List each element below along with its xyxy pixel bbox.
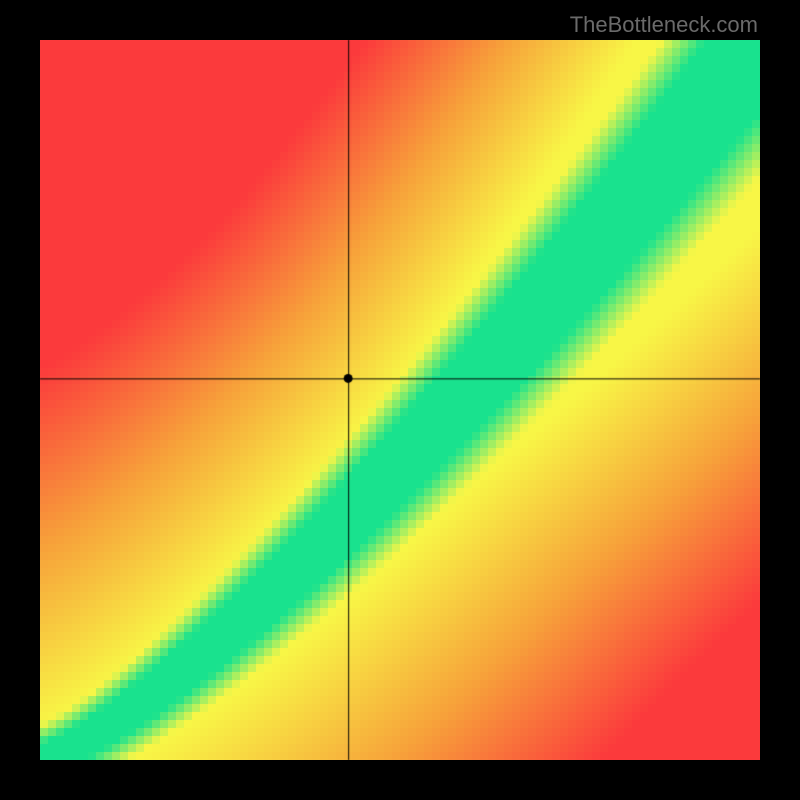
chart-container: { "canvas": { "width": 800, "height": 80… <box>0 0 800 800</box>
bottleneck-heatmap <box>40 40 760 760</box>
watermark-text: TheBottleneck.com <box>570 12 758 38</box>
